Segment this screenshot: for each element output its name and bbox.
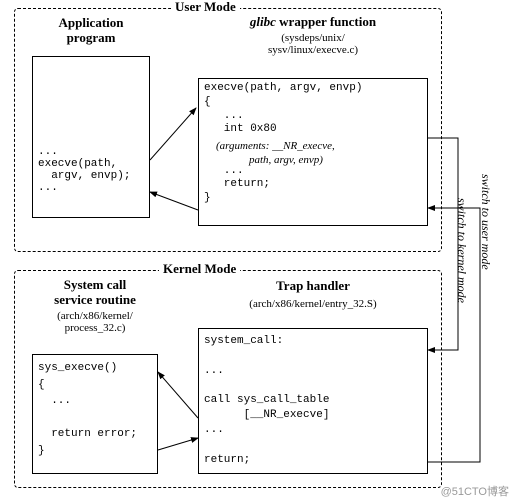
glibc-args-note: (arguments: __NR_execve, path, argv, env… [216, 140, 335, 168]
syscall-region: System callservice routine (arch/x86/ker… [32, 278, 158, 334]
glibc-region: glibc wrapper function (sysdeps/unix/sys… [198, 14, 428, 56]
app-program-region: Applicationprogram [32, 16, 150, 46]
switch-to-kernel-label: switch to kernel mode [454, 198, 469, 303]
syscall-subpath: (arch/x86/kernel/process_32.c) [32, 310, 158, 334]
app-program-title: Applicationprogram [32, 16, 150, 46]
app-program-code: ... execve(path, argv, envp); ... [38, 146, 130, 194]
trap-subpath: (arch/x86/kernel/entry_32.S) [198, 298, 428, 310]
trap-code: system_call: ... call sys_call_table [__… [204, 334, 329, 468]
watermark: @51CTO博客 [441, 483, 509, 499]
syscall-code: sys_execve() { ... return error; } [38, 360, 137, 459]
glibc-title: glibc wrapper function [198, 14, 428, 30]
trap-title: Trap handler [198, 278, 428, 294]
syscall-title: System callservice routine [32, 278, 158, 308]
trap-region: Trap handler (arch/x86/kernel/entry_32.S… [198, 278, 428, 310]
diagram-canvas: User Mode Applicationprogram ... execve(… [0, 0, 515, 503]
kernel-mode-label: Kernel Mode [159, 261, 240, 277]
switch-to-user-label: switch to user mode [478, 174, 493, 270]
glibc-subpath: (sysdeps/unix/sysv/linux/execve.c) [198, 32, 428, 56]
user-mode-label: User Mode [171, 0, 240, 15]
